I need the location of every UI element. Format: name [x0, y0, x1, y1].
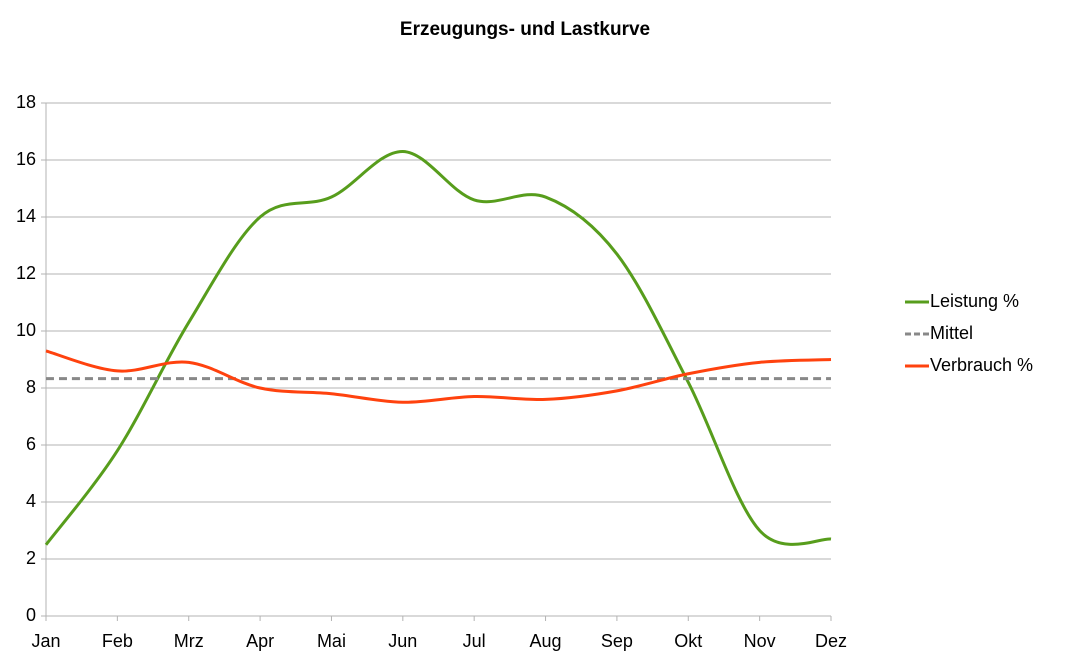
- series-line: [45, 349, 832, 404]
- x-tick-label: Feb: [102, 631, 133, 651]
- x-tick-label: Aug: [530, 631, 562, 651]
- y-tick-label: 4: [26, 491, 36, 511]
- y-tick-label: 2: [26, 548, 36, 568]
- y-tick-label: 12: [16, 263, 36, 283]
- x-tick-label: Apr: [246, 631, 274, 651]
- chart-title: Erzeugungs- und Lastkurve: [400, 19, 650, 40]
- y-tick-label: 18: [16, 92, 36, 112]
- x-tick-label: Jul: [463, 631, 486, 651]
- x-tick-label: Mrz: [174, 631, 204, 651]
- x-tick-label: Jun: [388, 631, 417, 651]
- x-tick-label: Dez: [815, 631, 847, 651]
- x-tick-label: Jan: [31, 631, 60, 651]
- y-tick-label: 14: [16, 206, 36, 226]
- x-tick-label: Sep: [601, 631, 633, 651]
- y-tick-label: 0: [26, 605, 36, 625]
- x-tick-label: Mai: [317, 631, 346, 651]
- y-tick-label: 16: [16, 149, 36, 169]
- x-tick-label: Nov: [744, 631, 776, 651]
- x-tick-label: Okt: [674, 631, 702, 651]
- legend-label: Verbrauch %: [930, 355, 1033, 375]
- legend-label: Mittel: [930, 323, 973, 343]
- series-line: [44, 149, 832, 546]
- y-tick-label: 6: [26, 434, 36, 454]
- legend-label: Leistung %: [930, 291, 1019, 311]
- y-tick-label: 10: [16, 320, 36, 340]
- y-tick-label: 8: [26, 377, 36, 397]
